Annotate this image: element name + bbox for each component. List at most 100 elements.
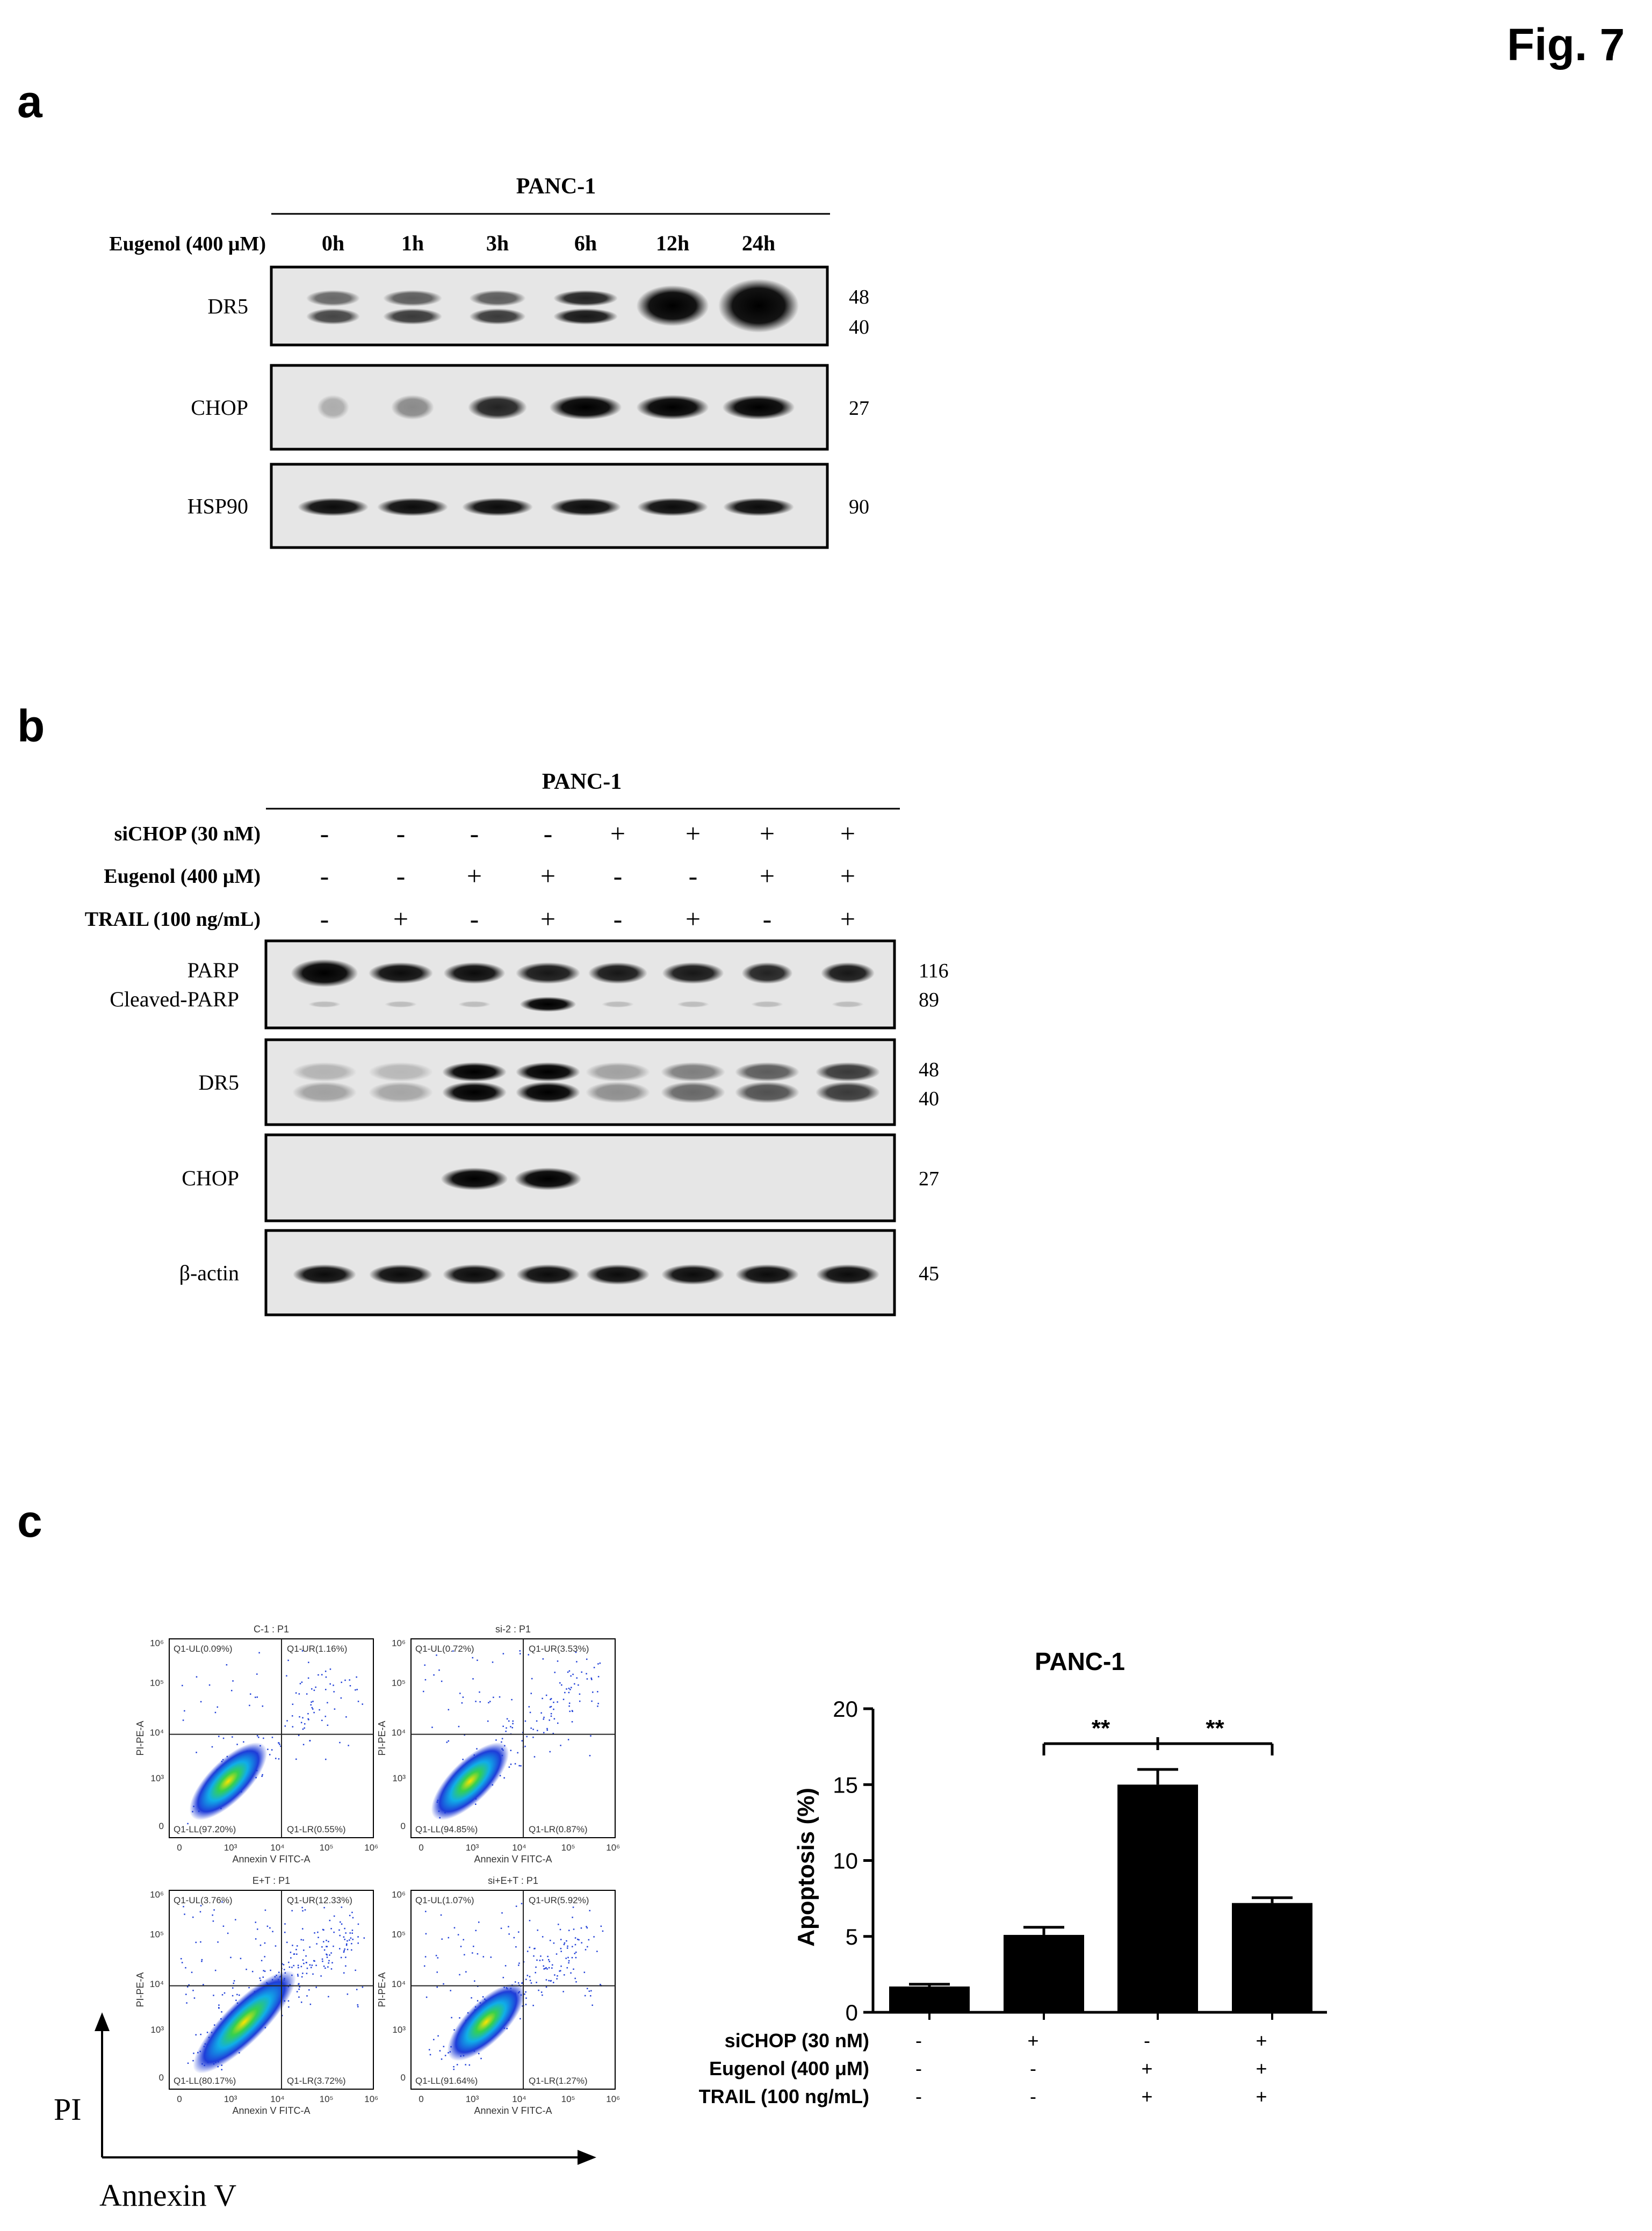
flow-y-tick: 10³ xyxy=(392,1773,406,1783)
flow-event xyxy=(312,1701,314,1702)
flow-event xyxy=(566,1947,568,1949)
blot-band xyxy=(661,1264,725,1285)
blot-band xyxy=(549,395,622,420)
flow-event xyxy=(326,1946,328,1947)
flow-event xyxy=(568,1960,570,1962)
flow-event xyxy=(192,1916,194,1918)
flow-x-tick: 10⁶ xyxy=(364,2094,378,2104)
flow-event xyxy=(281,2014,283,2017)
flow-event xyxy=(315,1686,316,1688)
condition-sign: + xyxy=(840,818,855,848)
flow-event xyxy=(208,1684,211,1686)
flow-density-cloud xyxy=(193,1970,296,2074)
flow-event xyxy=(329,1954,330,1956)
flow-event xyxy=(296,1945,298,1947)
flow-event xyxy=(579,1700,581,1702)
flow-event xyxy=(436,1986,438,1988)
flow-event xyxy=(339,1948,341,1949)
flow-event xyxy=(530,1727,532,1729)
flow-event xyxy=(464,1954,465,1956)
blot-band xyxy=(369,1082,433,1103)
flow-event xyxy=(313,1711,315,1714)
flow-event xyxy=(345,1956,347,1958)
flow-event xyxy=(450,1990,451,1991)
flow-event xyxy=(340,1697,342,1699)
flow-event xyxy=(524,1745,526,1747)
flow-event xyxy=(538,1989,539,1991)
flow-event xyxy=(269,1754,271,1755)
flow-event xyxy=(261,1775,263,1777)
blot-band xyxy=(516,1082,580,1103)
flow-event xyxy=(349,1932,351,1934)
flow-event xyxy=(475,1930,477,1932)
flow-event xyxy=(262,1705,264,1707)
flow-event xyxy=(533,1756,536,1758)
flow-event xyxy=(564,1974,565,1976)
flow-event xyxy=(581,1671,582,1673)
flow-event xyxy=(433,2039,435,2041)
flow-event xyxy=(291,1715,293,1717)
flow-event xyxy=(462,1759,464,1760)
blot-band xyxy=(291,959,358,987)
flow-event xyxy=(465,2064,466,2066)
flow-event xyxy=(586,1926,587,1927)
flow-event xyxy=(321,1958,323,1960)
flow-event xyxy=(581,1942,582,1944)
bar-condition-sign: - xyxy=(1030,2057,1036,2079)
flow-event xyxy=(351,1932,353,1934)
flow-event xyxy=(324,1716,327,1717)
flow-event xyxy=(306,1967,308,1969)
condition-sign: - xyxy=(614,904,623,934)
flow-event xyxy=(424,1679,427,1681)
flow-event xyxy=(557,1722,559,1724)
flow-x-axis-title: Annexin V FITC-A xyxy=(232,2105,310,2116)
flow-event xyxy=(280,1745,282,1747)
blot-band xyxy=(516,962,580,984)
blot-band xyxy=(377,498,448,516)
flow-event xyxy=(597,1691,598,1693)
blot-band xyxy=(292,1082,357,1103)
chart-y-tick-label: 15 xyxy=(833,1772,858,1797)
flow-event xyxy=(574,1953,576,1954)
condition-label: TRAIL (100 ng/mL) xyxy=(85,908,261,931)
flow-event xyxy=(309,1964,311,1966)
flow-event xyxy=(321,1946,323,1948)
flow-event xyxy=(558,1924,559,1925)
flow-event xyxy=(508,1926,509,1927)
flow-event xyxy=(223,1992,226,1994)
flow-event xyxy=(453,2066,455,2068)
flow-event xyxy=(322,1941,324,1942)
flow-event xyxy=(333,1691,335,1693)
blot-band xyxy=(385,1001,417,1007)
flow-event xyxy=(326,1939,327,1941)
flow-event xyxy=(591,2004,593,2006)
flow-event xyxy=(301,1976,303,1978)
flow-x-axis-title: Annexin V FITC-A xyxy=(474,1854,552,1865)
flow-event xyxy=(312,1708,314,1710)
flow-y-axis-title: PI-PE-A xyxy=(135,1972,146,2007)
flow-event xyxy=(506,1727,507,1729)
chart-bar xyxy=(1232,1903,1312,2012)
flow-event xyxy=(539,1960,541,1961)
chart-y-tick-label: 10 xyxy=(833,1848,858,1874)
flow-event xyxy=(328,1996,329,1998)
flow-event xyxy=(559,1928,561,1931)
blot-band xyxy=(751,1001,783,1007)
flow-event xyxy=(506,1718,508,1720)
flow-plot-title: si+E+T : P1 xyxy=(488,1875,538,1886)
condition-sign: - xyxy=(396,818,406,848)
flow-event xyxy=(212,1920,214,1922)
flow-event xyxy=(286,1941,288,1944)
blot-band xyxy=(469,308,526,325)
flow-event xyxy=(291,1967,293,1968)
flow-event xyxy=(322,1928,324,1931)
flow-event xyxy=(348,1745,349,1746)
flow-event xyxy=(184,1913,185,1915)
flow-event xyxy=(343,1972,345,1974)
flow-event xyxy=(520,1653,521,1654)
flow-event xyxy=(529,1946,531,1948)
bar-condition-sign: - xyxy=(1030,2085,1036,2107)
flow-event xyxy=(570,1972,572,1974)
flow-event xyxy=(571,1721,573,1723)
flow-event xyxy=(589,1910,591,1912)
